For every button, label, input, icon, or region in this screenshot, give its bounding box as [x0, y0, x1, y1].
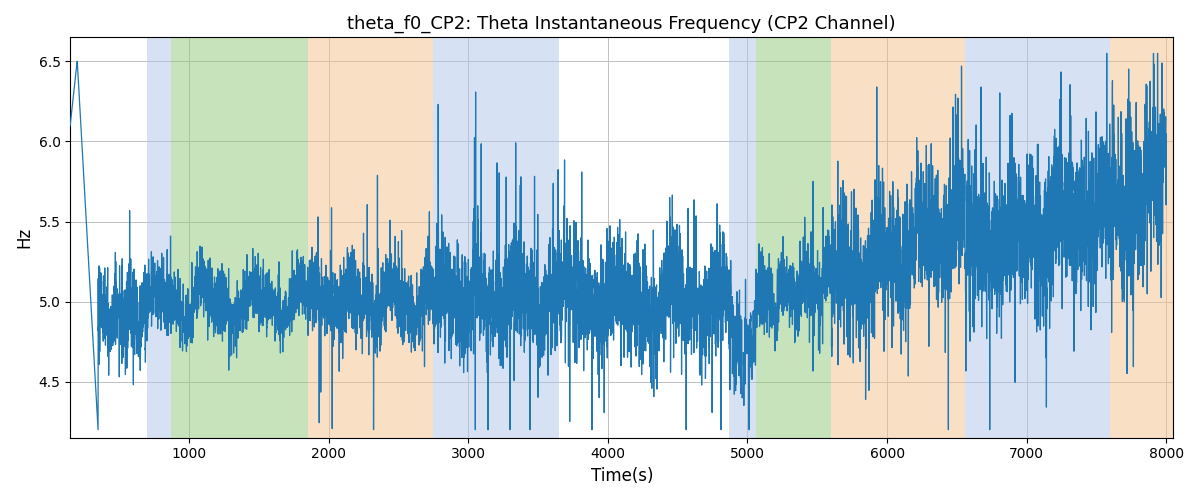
- Title: theta_f0_CP2: Theta Instantaneous Frequency (CP2 Channel): theta_f0_CP2: Theta Instantaneous Freque…: [348, 15, 896, 34]
- Bar: [965, 38, 1110, 438]
- Bar: [433, 38, 559, 438]
- Bar: [148, 38, 170, 438]
- Y-axis label: Hz: Hz: [16, 227, 34, 248]
- Bar: [730, 38, 756, 438]
- Bar: [307, 38, 433, 438]
- Bar: [170, 38, 307, 438]
- X-axis label: Time(s): Time(s): [590, 467, 653, 485]
- Bar: [832, 38, 965, 438]
- Bar: [756, 38, 832, 438]
- Bar: [1110, 38, 1181, 438]
